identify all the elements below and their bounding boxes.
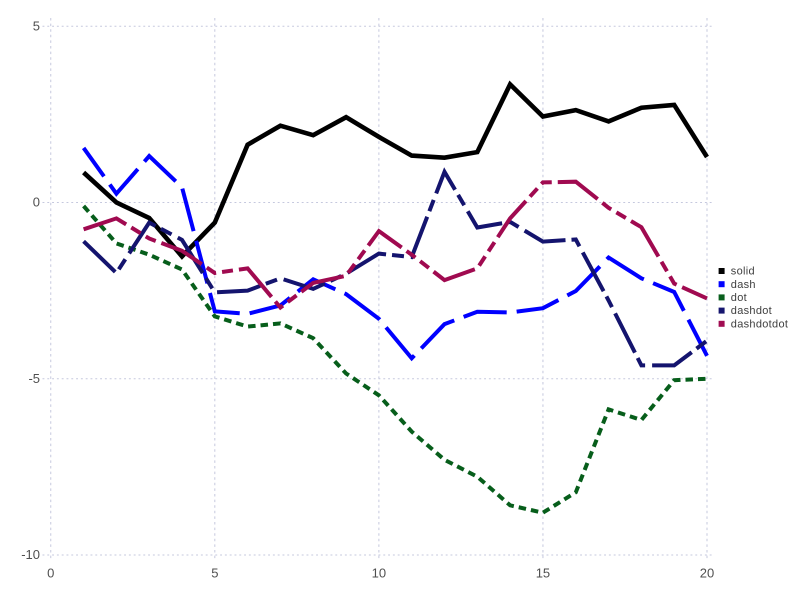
svg-text:5: 5 [211, 566, 218, 581]
svg-text:0: 0 [47, 566, 54, 581]
svg-text:dashdot: dashdot [731, 305, 772, 317]
svg-text:0: 0 [33, 195, 40, 210]
svg-text:dash: dash [731, 279, 756, 291]
svg-text:10: 10 [372, 566, 386, 581]
svg-text:dot: dot [731, 292, 747, 304]
svg-text:-5: -5 [28, 371, 40, 386]
svg-text:solid: solid [731, 266, 755, 278]
svg-text:15: 15 [536, 566, 550, 581]
svg-text:-10: -10 [21, 547, 40, 562]
svg-text:dashdotdot: dashdotdot [731, 318, 788, 330]
svg-text:5: 5 [33, 18, 40, 33]
svg-text:20: 20 [700, 566, 714, 581]
